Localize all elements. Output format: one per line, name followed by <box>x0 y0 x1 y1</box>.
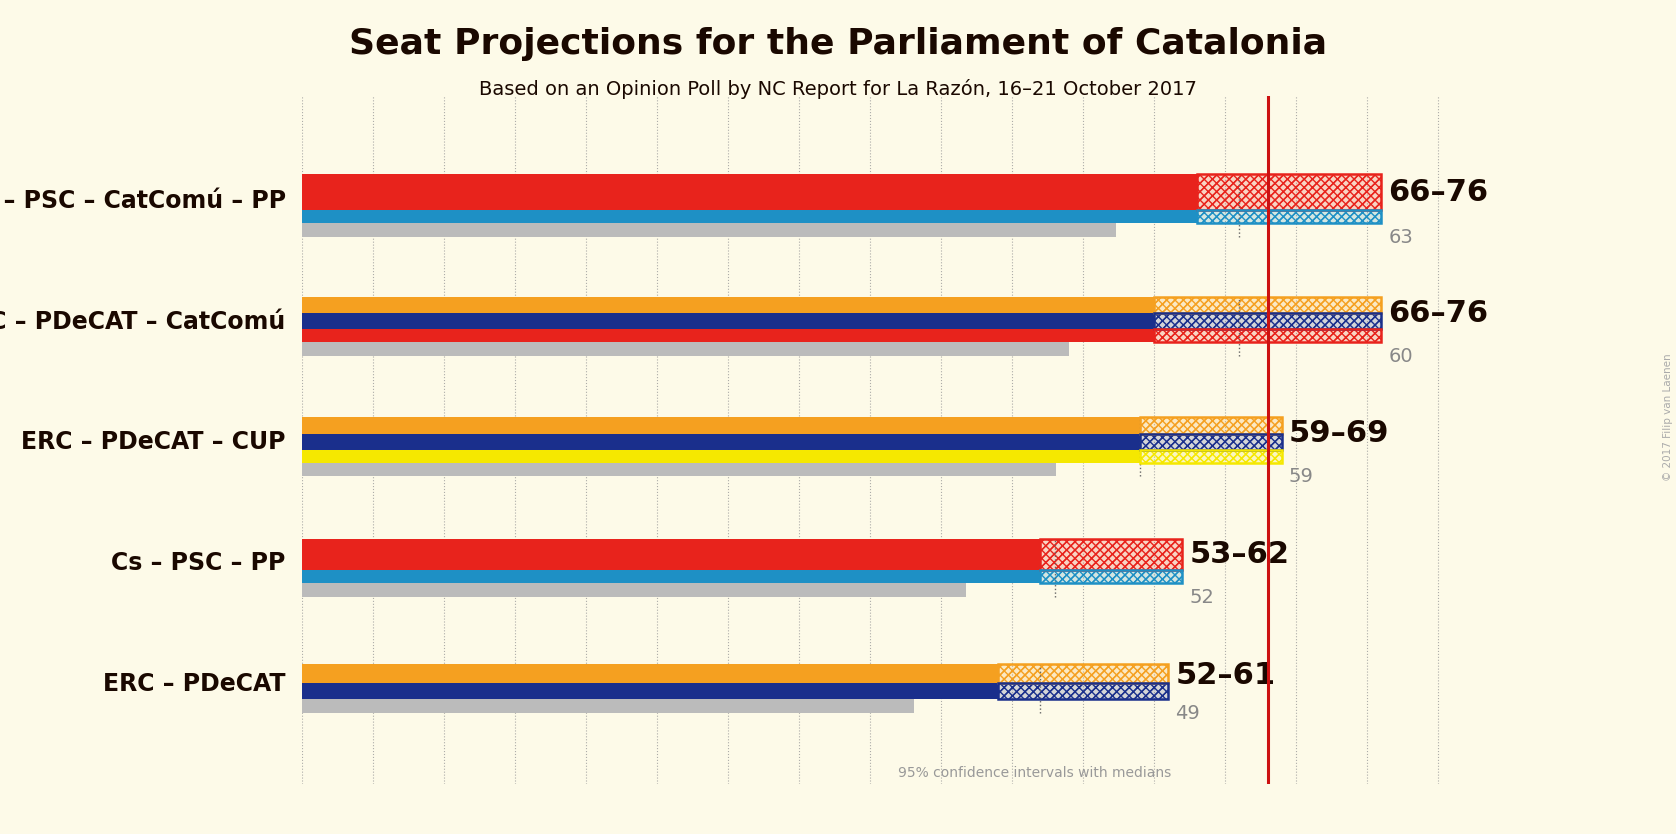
Bar <box>302 342 1069 356</box>
Bar <box>302 224 1116 237</box>
Bar <box>302 173 1197 210</box>
Bar <box>302 463 1056 476</box>
Bar <box>1155 329 1381 342</box>
Bar <box>302 682 997 699</box>
Bar <box>1140 417 1282 434</box>
Bar <box>1140 450 1282 463</box>
Bar <box>302 329 1155 342</box>
Bar <box>302 699 913 713</box>
Bar <box>997 664 1168 682</box>
Bar <box>1155 313 1381 329</box>
Bar <box>1041 570 1182 583</box>
Bar <box>1140 434 1282 450</box>
Bar <box>302 417 1140 434</box>
Bar <box>1155 313 1381 329</box>
Text: 59: 59 <box>1289 467 1314 486</box>
Bar <box>1197 173 1381 210</box>
Bar <box>1155 329 1381 342</box>
Bar <box>1197 210 1381 224</box>
Bar <box>1197 210 1381 224</box>
Text: 63: 63 <box>1388 228 1413 247</box>
Text: 52: 52 <box>1190 587 1215 606</box>
Bar <box>302 583 967 596</box>
Bar <box>302 297 1155 313</box>
Bar <box>997 682 1168 699</box>
Bar <box>302 570 1041 583</box>
Bar <box>1041 570 1182 583</box>
Bar <box>997 682 1168 699</box>
Bar <box>1140 450 1282 463</box>
Bar <box>1041 539 1182 570</box>
Bar <box>1155 313 1381 329</box>
Bar <box>1140 417 1282 434</box>
Bar <box>1197 173 1381 210</box>
Bar <box>302 664 997 682</box>
Bar <box>1197 210 1381 224</box>
Bar <box>1155 297 1381 313</box>
Bar <box>1140 450 1282 463</box>
Text: 59–69: 59–69 <box>1289 420 1389 449</box>
Bar <box>1197 210 1381 224</box>
Bar <box>997 664 1168 682</box>
Text: Seat Projections for the Parliament of Catalonia: Seat Projections for the Parliament of C… <box>349 27 1327 61</box>
Bar <box>997 664 1168 682</box>
Bar <box>1140 434 1282 450</box>
Text: 66–76: 66–76 <box>1388 178 1488 207</box>
Bar <box>302 450 1140 463</box>
Text: 60: 60 <box>1388 347 1413 365</box>
Bar <box>1155 329 1381 342</box>
Bar <box>1140 434 1282 450</box>
Bar <box>302 313 1155 329</box>
Text: 95% confidence intervals with medians: 95% confidence intervals with medians <box>898 766 1172 781</box>
Bar <box>997 682 1168 699</box>
Bar <box>1041 570 1182 583</box>
Text: Based on an Opinion Poll by NC Report for La Razón, 16–21 October 2017: Based on an Opinion Poll by NC Report fo… <box>479 79 1197 99</box>
Bar <box>997 682 1168 699</box>
Text: 52–61: 52–61 <box>1175 661 1275 690</box>
Text: 66–76: 66–76 <box>1388 299 1488 328</box>
Bar <box>1041 539 1182 570</box>
Bar <box>1041 539 1182 570</box>
Bar <box>302 434 1140 450</box>
Bar <box>1140 417 1282 434</box>
Text: 49: 49 <box>1175 704 1200 723</box>
Bar <box>1155 313 1381 329</box>
Bar <box>1197 173 1381 210</box>
Bar <box>1140 417 1282 434</box>
Bar <box>1155 297 1381 313</box>
Bar <box>997 664 1168 682</box>
Bar <box>1197 173 1381 210</box>
Bar <box>302 210 1197 224</box>
Bar <box>1041 539 1182 570</box>
Bar <box>1140 434 1282 450</box>
Text: © 2017 Filip van Laenen: © 2017 Filip van Laenen <box>1663 353 1673 481</box>
Bar <box>1140 450 1282 463</box>
Bar <box>1155 297 1381 313</box>
Bar <box>1155 329 1381 342</box>
Text: 53–62: 53–62 <box>1190 540 1289 569</box>
Bar <box>1041 570 1182 583</box>
Bar <box>302 539 1041 570</box>
Bar <box>1155 297 1381 313</box>
